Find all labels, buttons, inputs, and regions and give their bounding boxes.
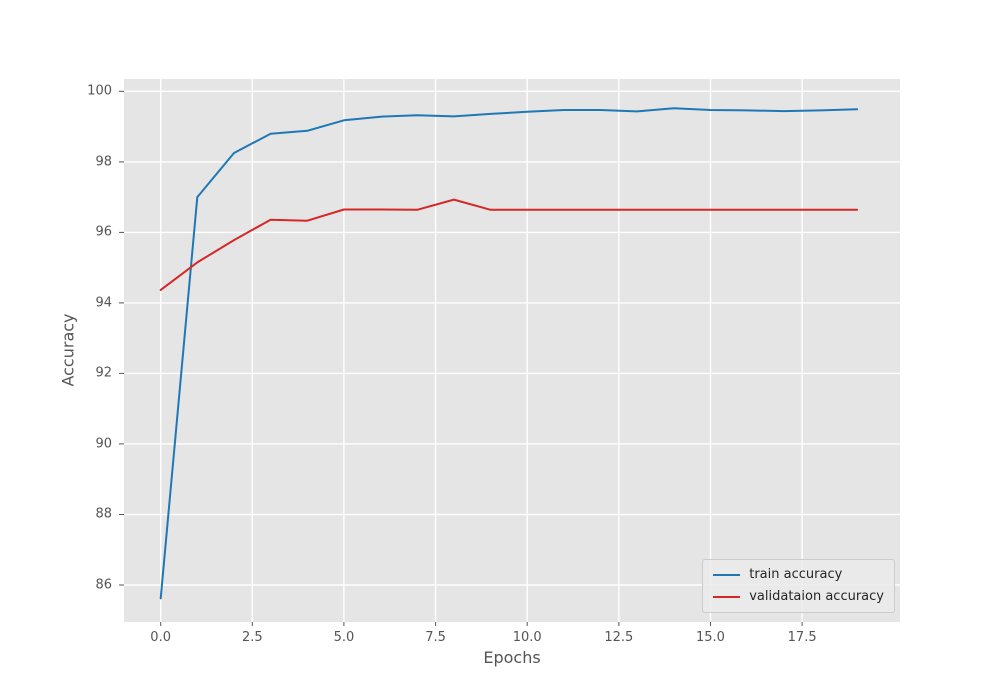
validation-accuracy-line-swatch xyxy=(713,595,741,598)
y-tick-label: 94 xyxy=(95,295,112,311)
legend-label-train-accuracy: train accuracy xyxy=(749,567,843,582)
y-axis-label: Accuracy xyxy=(58,313,78,387)
x-tick-label: 17.5 xyxy=(787,630,817,645)
x-tick-label: 7.5 xyxy=(425,630,446,645)
x-tick-label: 2.5 xyxy=(241,630,263,645)
x-tick-label: 10.0 xyxy=(512,630,542,645)
legend-item-validation-accuracy[interactable]: validataion accuracy xyxy=(713,589,884,604)
legend-item-train-accuracy[interactable]: train accuracy xyxy=(713,567,884,582)
x-tick-label: 0.0 xyxy=(150,630,171,645)
y-tick-label: 86 xyxy=(95,577,112,593)
chart-canvas xyxy=(119,79,900,626)
y-tick-label: 92 xyxy=(95,365,112,381)
y-tick-label: 96 xyxy=(95,224,112,240)
legend-label-validation-accuracy: validataion accuracy xyxy=(749,589,884,604)
y-tick-label: 88 xyxy=(95,506,112,522)
plot-area: train accuracy validataion accuracy xyxy=(119,79,900,626)
x-tick-label: 5.0 xyxy=(333,630,355,645)
x-tick-label: 12.5 xyxy=(604,630,634,645)
legend[interactable]: train accuracy validataion accuracy xyxy=(702,559,895,613)
x-axis-label: Epochs xyxy=(483,648,541,667)
x-tick-label: 15.0 xyxy=(696,630,725,645)
train-accuracy-line-swatch xyxy=(713,573,741,576)
y-tick-label: 98 xyxy=(95,154,112,170)
y-tick-label: 100 xyxy=(87,83,112,99)
y-tick-label: 90 xyxy=(95,436,112,452)
